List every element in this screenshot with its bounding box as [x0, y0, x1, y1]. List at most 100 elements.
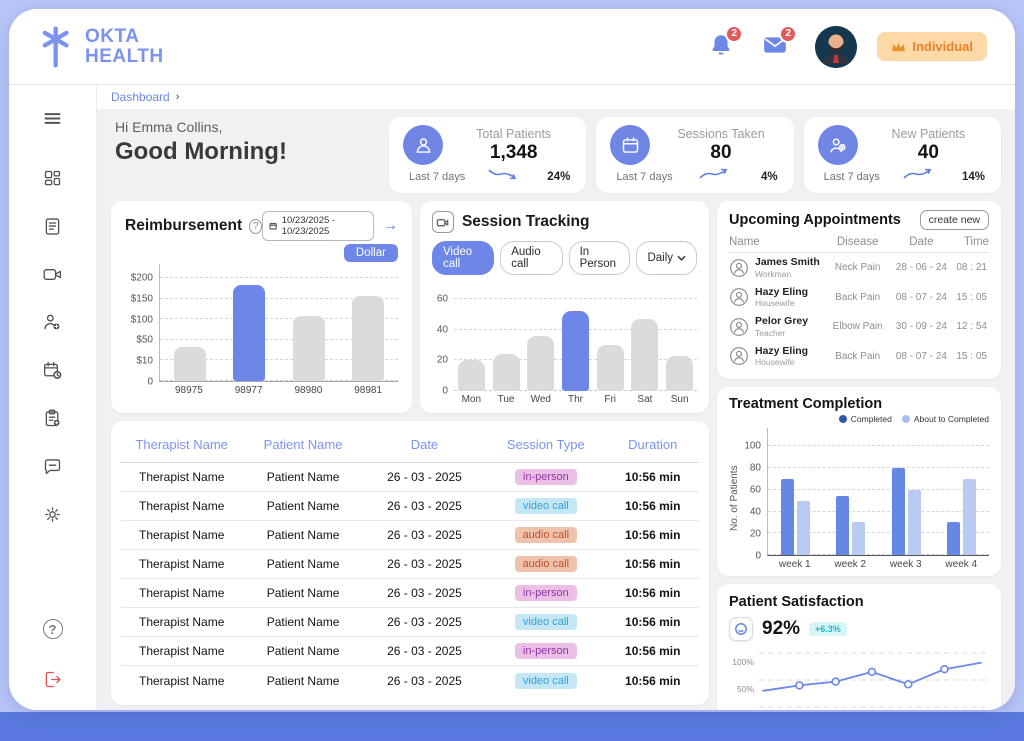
data-point[interactable] [940, 665, 949, 674]
session-type-cell: in-person [485, 585, 606, 601]
appointment-row[interactable]: Pelor Grey Teacher Elbow Pain 30 - 09 - 24 1… [729, 312, 989, 342]
bar-98980[interactable] [292, 316, 325, 381]
bar-group-98977 [220, 264, 280, 381]
data-point[interactable] [867, 667, 877, 677]
x-tick-label: 98977 [234, 385, 263, 396]
appointments-body: James Smith Workman Neck Pain 28 - 06 - 24 0… [729, 253, 989, 371]
bar-Tue[interactable] [492, 354, 520, 391]
bar-week 1-Completed[interactable] [781, 478, 795, 556]
table-row[interactable]: Therapist Name Patient Name 26 - 03 - 2025… [121, 550, 699, 579]
bar-Fri[interactable] [596, 345, 624, 391]
sidebar-item-dashboard[interactable] [36, 161, 70, 195]
sidebar-item-notes[interactable] [36, 209, 70, 243]
x-tick-label: 98975 [174, 385, 203, 396]
bar-Mon[interactable] [457, 360, 485, 391]
hamburger-icon [44, 112, 61, 124]
sidebar-item-help[interactable]: ? [36, 612, 70, 646]
y-tick-label: 40 [436, 324, 448, 336]
gridline [768, 444, 989, 446]
chat-icon [44, 458, 61, 474]
data-point[interactable] [831, 677, 840, 687]
y-tick-label: $50 [136, 334, 153, 346]
patient-cell: Patient Name [266, 470, 340, 484]
sidebar-item-schedule[interactable] [36, 353, 70, 387]
sidebar-item-patients[interactable] [36, 305, 70, 339]
appointment-row[interactable]: Hazy Eling Housewife Back Pain 08 - 07 - 24… [729, 283, 989, 313]
appointment-name-cell: Pelor Grey Teacher [729, 316, 825, 338]
bar-Sat[interactable] [631, 319, 659, 391]
bar-group-week 2 [823, 428, 878, 556]
appointment-row[interactable]: James Smith Workman Neck Pain 28 - 06 - 24 0… [729, 253, 989, 283]
bar-week 3-Completed[interactable] [891, 467, 905, 556]
frequency-select[interactable]: Daily [636, 241, 698, 275]
table-row[interactable]: Therapist Name Patient Name 26 - 03 - 2025… [121, 579, 699, 608]
upcoming-appointments-panel: Upcoming Appointments create new Name Di… [717, 201, 1001, 380]
session-tracking-chart: 60 40 20 0 Mon Tue Wed Thr Fri Sat Sun [432, 279, 697, 405]
table-row[interactable]: Therapist Name Patient Name 26 - 03 - 2025… [121, 521, 699, 550]
help-tooltip-icon[interactable]: ? [249, 218, 263, 234]
stat-period: Last 7 days [823, 170, 880, 183]
appointment-name: Hazy Eling [755, 344, 809, 357]
col-patient-name: Patient Name [263, 437, 343, 452]
appointments-header: Name Disease Date Time [729, 236, 989, 253]
notifications-button[interactable]: 2 [707, 24, 744, 62]
messages-button[interactable]: 2 [761, 24, 798, 62]
table-row[interactable]: Therapist Name Patient Name 26 - 03 - 2025… [121, 637, 699, 666]
tab-audio-call[interactable]: Audio call [500, 241, 563, 275]
bar-week 2-Completed[interactable] [836, 496, 850, 556]
frequency-value: Daily [647, 252, 674, 264]
bar-week 4-Completed[interactable] [946, 522, 960, 556]
satisfaction-yaxis: 100%50%0% [729, 645, 759, 710]
user-avatar[interactable] [815, 25, 858, 68]
table-row[interactable]: Therapist Name Patient Name 26 - 03 - 2025… [121, 492, 699, 521]
appointment-role: Workman [755, 268, 792, 279]
x-tick-label: Fri [604, 394, 617, 405]
tab-in-person[interactable]: In Person [568, 241, 631, 275]
plan-badge[interactable]: Individual [877, 32, 987, 61]
bar-98977[interactable] [233, 285, 266, 381]
bar-week 2-About to Completed[interactable] [852, 522, 866, 556]
sidebar-item-messages[interactable] [36, 449, 70, 483]
bar-Thr[interactable] [561, 311, 589, 391]
tab-video-call[interactable]: Video call [431, 241, 495, 275]
bar-98981[interactable] [352, 295, 385, 381]
appointment-row[interactable]: Hazy Eling Housewife Back Pain 08 - 07 - 24… [729, 342, 989, 372]
data-point[interactable] [903, 680, 913, 689]
table-row[interactable]: Therapist Name Patient Name 26 - 03 - 2025… [121, 666, 699, 695]
table-row[interactable]: Therapist Name Patient Name 26 - 03 - 2025… [121, 463, 699, 492]
menu-toggle-button[interactable] [36, 101, 70, 135]
sidebar-item-logout[interactable] [36, 662, 70, 696]
duration-cell: 10:56 min [625, 586, 681, 600]
data-point[interactable] [795, 681, 804, 690]
y-tick-label: 100 [744, 440, 761, 452]
app-window: OKTA HEALTH 2 2 [9, 9, 1015, 710]
sidebar-item-settings[interactable] [36, 497, 70, 531]
bar-98975[interactable] [173, 347, 206, 381]
bar-week 4-About to Completed[interactable] [962, 478, 976, 556]
help-icon: ? [42, 619, 63, 639]
appointments-title: Upcoming Appointments [729, 212, 901, 228]
breadcrumb-dashboard[interactable]: Dashboard [111, 90, 170, 104]
currency-badge[interactable]: Dollar [343, 244, 398, 262]
duration-cell: 10:56 min [625, 557, 681, 571]
date-range-picker[interactable]: 10/23/2025 - 10/23/2025 [262, 211, 374, 241]
sidebar-item-video-sessions[interactable] [36, 257, 70, 291]
appointment-avatar-icon [730, 288, 748, 307]
session-type-badge: in-person [514, 585, 577, 601]
crown-icon [892, 42, 906, 51]
appointment-role: Housewife [755, 357, 795, 368]
stat-period: Last 7 days [409, 170, 466, 183]
sidebar-item-prescriptions[interactable] [36, 401, 70, 435]
appointment-name-cell: Hazy Eling Housewife [729, 344, 825, 368]
table-row[interactable]: Therapist Name Patient Name 26 - 03 - 2025… [121, 608, 699, 637]
bar-Sun[interactable] [666, 355, 694, 391]
bar-Wed[interactable] [527, 335, 555, 391]
bar-week 3-About to Completed[interactable] [907, 489, 921, 556]
brand-logo[interactable]: OKTA HEALTH [39, 25, 164, 69]
stat-card-total-patients: Total Patients 1,348 Last 7 days 24% [389, 117, 587, 193]
create-new-button[interactable]: create new [919, 210, 989, 230]
bar-week 1-About to Completed[interactable] [797, 500, 811, 556]
x-tick-label: week 1 [778, 559, 811, 571]
appointment-name-cell: Hazy Eling Housewife [729, 286, 825, 308]
apply-date-arrow-icon[interactable]: → [381, 217, 398, 234]
